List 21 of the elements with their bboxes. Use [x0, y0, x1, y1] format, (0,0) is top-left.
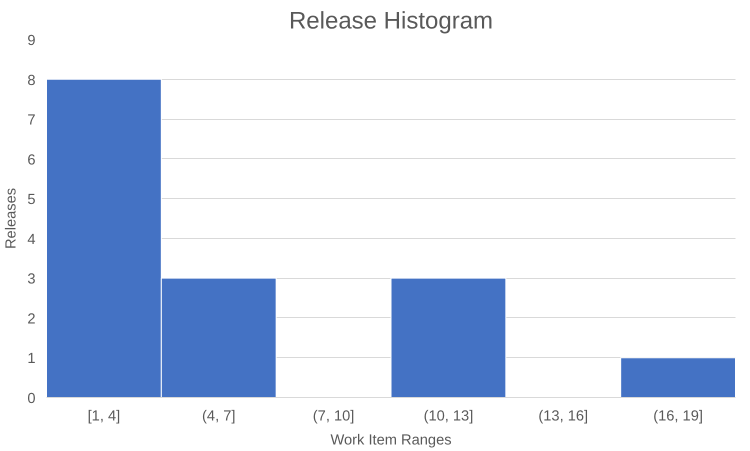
y-tick-label: 0: [27, 391, 36, 407]
x-tick-label: (7, 10]: [312, 408, 354, 424]
chart-title: Release Histogram: [288, 8, 494, 34]
y-tick-label: 1: [27, 351, 36, 368]
bar: [390, 278, 506, 398]
x-tick-label: (10, 13]: [424, 408, 474, 424]
x-tick-label: (4, 7]: [202, 408, 236, 424]
x-tick-label: [1, 4]: [88, 408, 120, 424]
y-tick-label: 9: [27, 33, 36, 49]
x-axis-title: Work Item Ranges: [330, 432, 452, 448]
y-tick-label: 2: [27, 311, 36, 328]
y-tick-label: 7: [27, 112, 36, 129]
x-tick-label: (13, 16]: [538, 408, 588, 424]
y-axis-title: Releases: [3, 188, 20, 250]
bar: [620, 357, 736, 398]
y-tick-label: 6: [27, 152, 36, 168]
y-tick-label: 5: [27, 192, 36, 208]
y-tick-label: 3: [27, 272, 36, 288]
y-tick-label: 4: [27, 232, 36, 248]
y-tick-label: 8: [27, 72, 36, 89]
x-tick-label: (16, 19]: [653, 408, 703, 424]
